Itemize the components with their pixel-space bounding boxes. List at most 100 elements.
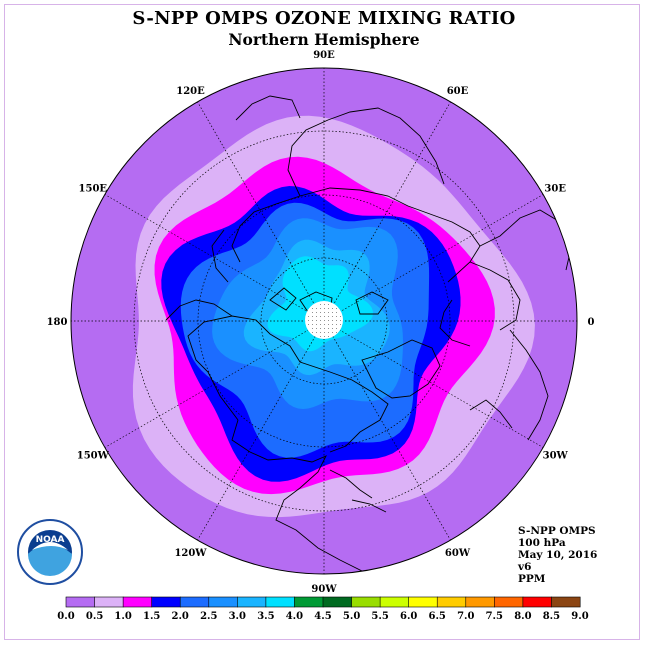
pole-stipple-dot bbox=[320, 320, 321, 321]
meridian-line bbox=[197, 101, 325, 322]
pole-stipple-dot bbox=[324, 332, 325, 333]
pole-stipple-dot bbox=[312, 324, 313, 325]
pole-stipple-dot bbox=[332, 308, 333, 309]
meridian-line bbox=[323, 320, 544, 448]
colorbar-tick-label: 1.0 bbox=[114, 611, 131, 622]
meridian-line bbox=[323, 101, 451, 322]
longitude-label: 120E bbox=[176, 86, 205, 97]
info-block: S-NPP OMPS 100 hPa May 10, 2016 v6 PPM bbox=[518, 525, 597, 585]
colorbar-tick-label: 1.5 bbox=[143, 611, 160, 622]
meridian-line bbox=[104, 194, 325, 322]
coastline bbox=[269, 287, 297, 311]
colorbar-tick-label: 5.0 bbox=[343, 611, 360, 622]
meridian-line bbox=[197, 320, 325, 541]
logo-bird bbox=[32, 542, 68, 550]
pole-stipple-dot bbox=[312, 312, 313, 313]
pole-stipple-dot bbox=[328, 332, 329, 333]
meridian-line bbox=[104, 320, 325, 448]
longitude-labels: 90E 60E 30E 0 30W 60W 90W 120W 150W 180 150E 120E bbox=[47, 50, 595, 595]
pole-stipple-dot bbox=[332, 328, 333, 329]
longitude-label: 150W bbox=[77, 451, 110, 462]
colorbar-segment bbox=[322, 596, 353, 608]
colorbar-segment bbox=[551, 596, 581, 608]
pole-stipple-dot bbox=[320, 328, 321, 329]
colorbar-segment bbox=[294, 596, 324, 608]
pole-stipple-dot bbox=[340, 320, 341, 321]
pole-stipple-dot bbox=[328, 316, 329, 317]
colorbar-tick-label: 6.5 bbox=[428, 611, 445, 622]
pole-stipple-dot bbox=[308, 324, 309, 325]
pole-stipple-dot bbox=[336, 312, 337, 313]
colorbar: 0.0 0.5 1.0 1.5 2.0 2.5 3.0 3.5 4.0 4.5 5.0 5.5 6.0 6… bbox=[57, 596, 589, 622]
pole-stipple-dot bbox=[312, 328, 313, 329]
pole-stipple-dot bbox=[312, 332, 313, 333]
coastlines bbox=[165, 95, 573, 574]
pole-stipple-dot bbox=[312, 308, 313, 309]
longitude-label: 90E bbox=[313, 50, 335, 61]
colorbar-segment bbox=[465, 596, 495, 608]
pole-stipple-dot bbox=[316, 328, 317, 329]
colorbar-segment bbox=[151, 596, 181, 608]
pole-stipple-dot bbox=[312, 320, 313, 321]
pole-stipple-dot bbox=[308, 320, 309, 321]
coastline bbox=[165, 299, 233, 321]
coastline bbox=[361, 339, 441, 399]
pole-stipple-dot bbox=[320, 324, 321, 325]
pole-stipple-dot bbox=[332, 312, 333, 313]
longitude-label: 90W bbox=[311, 584, 337, 595]
pole-stipple-dot bbox=[320, 332, 321, 333]
longitude-label: 60W bbox=[445, 548, 471, 559]
colorbar-tick-label: 0.0 bbox=[57, 611, 74, 622]
longitude-label: 30W bbox=[543, 451, 569, 462]
longitude-label: 30E bbox=[544, 184, 566, 195]
pole-stipple-dot bbox=[340, 316, 341, 317]
pole-stipple-dot bbox=[320, 312, 321, 313]
colorbar-tick-label: 7.5 bbox=[486, 611, 503, 622]
pole-stipple-dot bbox=[320, 316, 321, 317]
coastline bbox=[439, 299, 471, 347]
pole-stipple-dot bbox=[316, 324, 317, 325]
pole-stipple-dot bbox=[320, 308, 321, 309]
coastline bbox=[231, 419, 373, 574]
pole-stipple-dot bbox=[324, 316, 325, 317]
colorbar-tick-label: 3.0 bbox=[229, 611, 246, 622]
instrument-label: S-NPP OMPS bbox=[518, 525, 596, 537]
pole-stipple-dot bbox=[324, 320, 325, 321]
colorbar-tick-label: 4.0 bbox=[286, 611, 303, 622]
coastline bbox=[351, 499, 387, 513]
pole-stipple-dot bbox=[316, 308, 317, 309]
pole-stipple-dot bbox=[312, 316, 313, 317]
pole-stipple-dot bbox=[324, 336, 325, 337]
logo-text: NOAA bbox=[36, 535, 65, 545]
pole-no-data bbox=[305, 301, 343, 339]
colorbar-segment bbox=[408, 596, 438, 608]
coastline bbox=[231, 187, 481, 283]
coastline bbox=[329, 469, 373, 499]
pole-stipple-dot bbox=[336, 328, 337, 329]
colorbar-tick-label: 5.5 bbox=[371, 611, 388, 622]
pole-stipple-dot bbox=[320, 304, 321, 305]
pole-stipple-dot bbox=[332, 332, 333, 333]
map-subtitle: Northern Hemisphere bbox=[228, 30, 420, 49]
pole-stipple-dot bbox=[320, 336, 321, 337]
colorbar-tick-label: 8.5 bbox=[543, 611, 560, 622]
colorbar-segment bbox=[208, 596, 238, 608]
colorbar-segment bbox=[265, 596, 295, 608]
longitude-label: 120W bbox=[174, 548, 207, 559]
colorbar-segment bbox=[379, 596, 410, 608]
colorbar-tick-label: 6.0 bbox=[400, 611, 417, 622]
colorbar-tick-label: 7.0 bbox=[457, 611, 474, 622]
pole-stipple-dot bbox=[328, 312, 329, 313]
colorbar-segment bbox=[522, 596, 552, 608]
pole-stipple-dot bbox=[332, 320, 333, 321]
coastline bbox=[235, 95, 301, 121]
coastline bbox=[287, 107, 445, 197]
coastline bbox=[469, 261, 521, 331]
colorbar-tick-label: 2.5 bbox=[200, 611, 217, 622]
pressure-level: 100 hPa bbox=[518, 537, 566, 549]
date-label: May 10, 2016 bbox=[518, 549, 598, 561]
pole-stipple-dot bbox=[328, 308, 329, 309]
map-title: S-NPP OMPS OZONE MIXING RATIO bbox=[132, 8, 516, 29]
colorbar-tick-label: 8.0 bbox=[514, 611, 531, 622]
